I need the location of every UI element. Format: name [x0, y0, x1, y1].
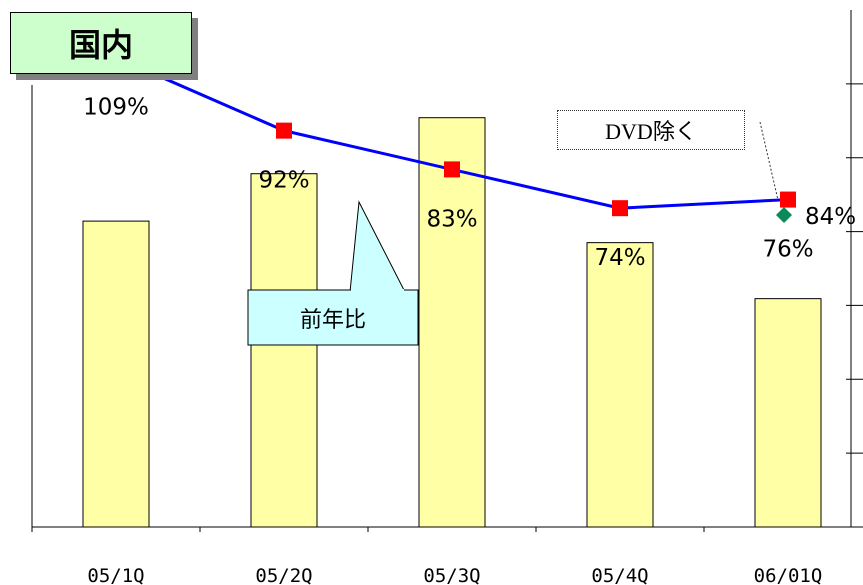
callout-dvd-label: DVD除く — [605, 119, 697, 144]
x-tick-label: 05/4Q — [591, 565, 648, 585]
x-tick-label: 05/2Q — [255, 565, 312, 585]
yoy-point — [612, 200, 628, 217]
callout-dvd-box: DVD除く — [557, 110, 745, 150]
x-tick-label: 05/3Q — [423, 565, 480, 585]
yoy-point — [276, 122, 292, 139]
yoy-point — [780, 191, 796, 208]
point-labels: 109% 92% 83% 74% 76% 84% — [83, 94, 856, 271]
yoy-point — [444, 161, 460, 178]
x-tick-label: 06/01Q — [754, 565, 823, 585]
callout-dvd-leader — [759, 121, 779, 201]
dvd-excluded-label: 84% — [805, 204, 856, 230]
right-axis-ticks — [846, 83, 863, 528]
callout-yoy-label: 前年比 — [300, 308, 366, 333]
region-tag: 国内 — [10, 12, 192, 74]
point-label: 74% — [594, 245, 645, 271]
bar — [82, 220, 150, 528]
point-label: 83% — [426, 206, 477, 232]
region-tag-label: 国内 — [68, 26, 133, 64]
x-tick-label: 05/1Q — [87, 565, 144, 585]
bar-series — [82, 117, 822, 528]
bar — [586, 242, 654, 528]
x-axis-ticks — [31, 527, 705, 532]
point-label: 76% — [762, 237, 813, 263]
callout-yoy-box — [247, 289, 419, 346]
bar — [754, 298, 822, 528]
point-label: 92% — [258, 168, 309, 194]
point-label: 109% — [83, 94, 149, 120]
callout-yoy-pointer — [349, 200, 406, 293]
x-tick-labels: 05/1Q 05/2Q 05/3Q 05/4Q 06/01Q — [87, 565, 822, 585]
dvd-excluded-marker — [776, 207, 792, 223]
bar — [418, 117, 486, 528]
bar — [250, 173, 318, 528]
